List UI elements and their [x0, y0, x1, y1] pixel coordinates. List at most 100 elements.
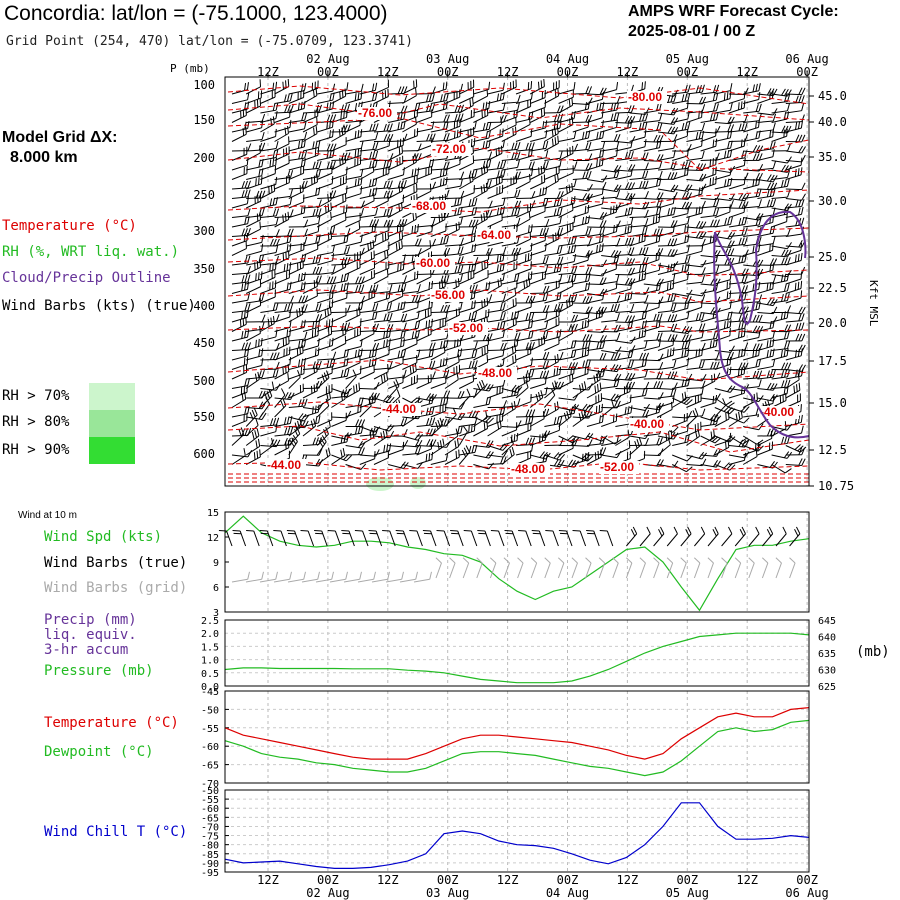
- wind-barb: [544, 273, 563, 285]
- barb-staff: [487, 89, 504, 95]
- barb-flag: [569, 147, 571, 155]
- barb-staff: [416, 116, 432, 123]
- barb-flag: [472, 155, 475, 164]
- barb-flag: [525, 313, 529, 321]
- barb-staff: [231, 371, 247, 380]
- barb-staff: [686, 250, 702, 256]
- barb-flag: [543, 164, 545, 173]
- barb-staff: [302, 176, 319, 180]
- barb-flag: [553, 264, 557, 273]
- barb-staff: [402, 86, 417, 95]
- barb-staff: [487, 269, 504, 275]
- barb-flag: [613, 134, 618, 142]
- barb-flag: [443, 304, 448, 313]
- wind-barb: [345, 365, 362, 380]
- barb-flag: [496, 254, 499, 263]
- barb-staff: [530, 367, 547, 370]
- barb-flag: [403, 133, 408, 142]
- wind-barb: [231, 82, 249, 95]
- barb-staff: [700, 215, 717, 218]
- barb-staff: [615, 111, 632, 114]
- wind-barb: [785, 154, 806, 163]
- barb-staff: [586, 331, 604, 333]
- barb-staff: [700, 358, 717, 361]
- barb-flag: [701, 312, 705, 320]
- barb-staff: [714, 358, 731, 361]
- barb-flag: [312, 321, 315, 330]
- wind-barb: [601, 295, 621, 304]
- wind-barb: [402, 154, 417, 171]
- barb-staff: [743, 99, 759, 104]
- wind-barb: [388, 120, 406, 133]
- barb-staff: [544, 252, 561, 256]
- barb-staff: [373, 248, 389, 256]
- barb-staff: [345, 267, 361, 275]
- barb-flag: [772, 160, 777, 169]
- wind-barb: [544, 125, 559, 142]
- barb-flag: [443, 133, 447, 141]
- barb-flag: [659, 113, 663, 121]
- barb-staff: [728, 255, 746, 257]
- barb-staff: [686, 145, 702, 152]
- barb-flag: [282, 81, 284, 90]
- barb-flag: [343, 125, 346, 134]
- barb-flag: [670, 126, 676, 134]
- barb-flag: [801, 95, 805, 103]
- barb-flag: [303, 281, 306, 290]
- barb-flag: [414, 168, 417, 177]
- barb-staff: [260, 109, 277, 114]
- barb-flag: [658, 214, 661, 223]
- barb-flag: [709, 113, 713, 121]
- barb-flag: [766, 350, 769, 358]
- height-tick-label: 35.0: [818, 150, 847, 164]
- wind-barb: [373, 133, 394, 142]
- barb-flag: [667, 238, 672, 246]
- barb-flag: [627, 182, 633, 190]
- barb-flag: [627, 151, 631, 160]
- barb-flag: [572, 145, 574, 154]
- barb-flag: [275, 141, 279, 149]
- barb-flag: [430, 165, 433, 174]
- barb-flag: [275, 302, 279, 311]
- wind-barb: [615, 139, 633, 152]
- barb-staff: [771, 221, 787, 228]
- barb-flag: [468, 312, 472, 321]
- barb-flag: [687, 205, 690, 214]
- wind-barb: [388, 275, 407, 285]
- barb-flag: [274, 165, 276, 174]
- barb-staff: [757, 156, 774, 161]
- barb-flag: [616, 165, 622, 173]
- barb-flag: [783, 331, 787, 340]
- barb-staff: [757, 205, 774, 209]
- wind-barb: [544, 263, 563, 275]
- barb-staff: [331, 211, 347, 218]
- wind-barb: [359, 223, 377, 237]
- barb-flag: [670, 107, 676, 115]
- barb-flag: [630, 247, 635, 255]
- barb-flag: [243, 147, 245, 156]
- barb-staff: [629, 347, 646, 351]
- barb-staff: [402, 291, 419, 294]
- barb-flag: [588, 359, 591, 368]
- barb-flag: [382, 168, 384, 176]
- barb-staff: [487, 300, 504, 304]
- barb-staff: [501, 109, 518, 114]
- wind-barb: [246, 314, 266, 323]
- barb-staff: [544, 263, 561, 266]
- barb-flag: [670, 207, 673, 216]
- barb-staff: [231, 153, 247, 161]
- legend-precip: Precip (mm) liq. equiv. 3-hr accum: [44, 612, 137, 658]
- barb-staff: [515, 231, 532, 237]
- barb-flag: [417, 167, 420, 176]
- barb-flag: [730, 140, 733, 149]
- barb-flag: [726, 130, 730, 139]
- wind-barb: [288, 165, 305, 180]
- barb-flag: [644, 271, 647, 280]
- barb-flag: [616, 148, 618, 157]
- barb-staff: [231, 133, 247, 142]
- wind-barb: [643, 332, 663, 342]
- barb-staff: [231, 173, 248, 180]
- barb-staff: [657, 147, 674, 152]
- barb-flag: [630, 84, 634, 93]
- barb-flag: [488, 159, 492, 168]
